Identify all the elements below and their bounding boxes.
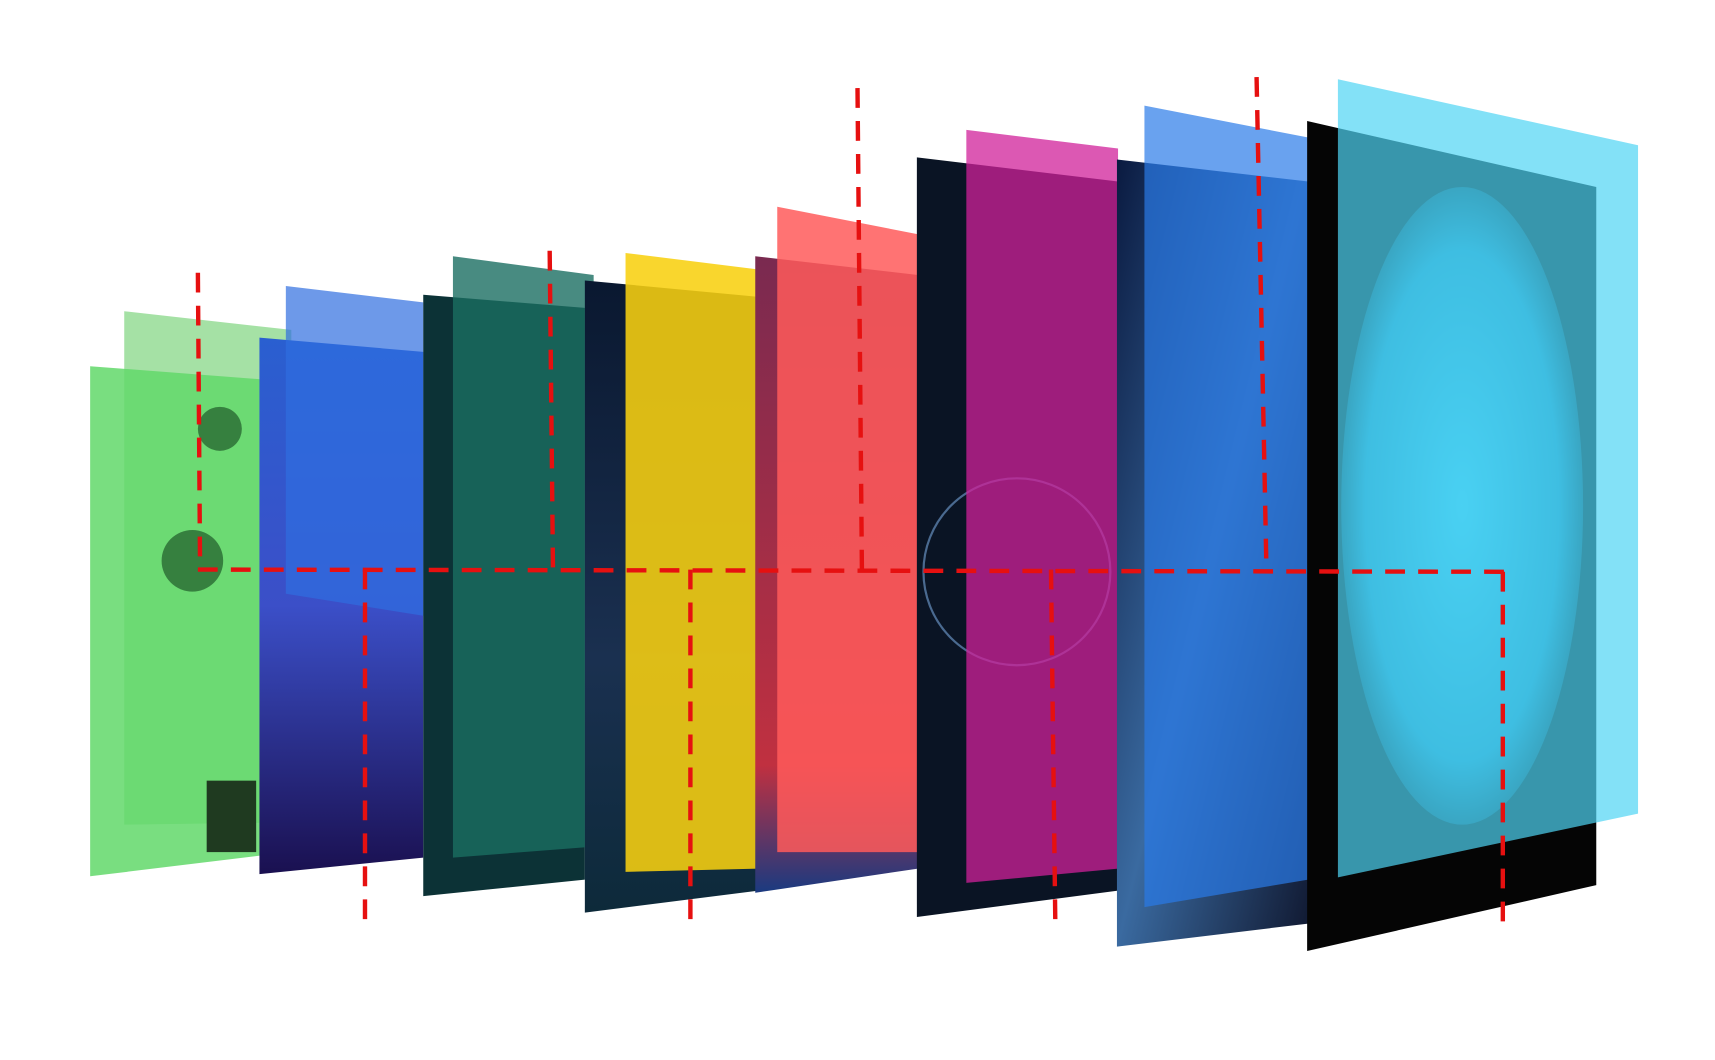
guide-line — [855, 88, 865, 570]
panel-teal — [423, 256, 594, 897]
panel-front — [452, 256, 594, 858]
icon — [197, 406, 242, 451]
guide-line — [197, 567, 1507, 574]
dashed-guides — [195, 77, 1507, 930]
panel-front — [625, 252, 759, 872]
panel-front — [1337, 79, 1639, 878]
guide-line — [547, 250, 556, 570]
panel-front — [90, 366, 262, 877]
guide-line — [195, 272, 203, 570]
panel-blue — [259, 285, 424, 875]
panel-yellow — [584, 252, 759, 913]
panel-city — [1116, 105, 1309, 947]
panel-front — [966, 129, 1119, 883]
panel-red — [755, 206, 918, 893]
panel-front — [777, 206, 918, 853]
icon — [161, 530, 224, 592]
guide-line — [1254, 77, 1269, 570]
panel-front — [285, 285, 424, 616]
panel-cyan — [1307, 79, 1639, 952]
panel-magenta — [916, 129, 1119, 917]
guide-line — [1048, 569, 1058, 930]
panel-front — [1144, 105, 1309, 908]
icon — [206, 780, 257, 853]
